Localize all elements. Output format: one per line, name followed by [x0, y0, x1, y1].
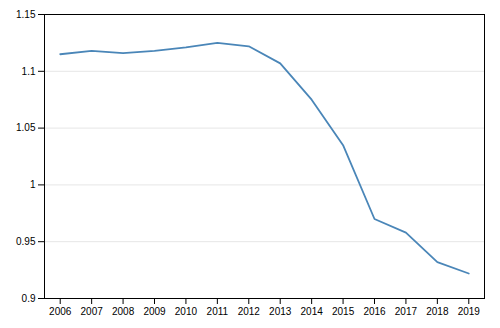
svg-text:0.9: 0.9 — [22, 293, 36, 304]
svg-text:1: 1 — [30, 179, 36, 190]
svg-text:2011: 2011 — [207, 306, 229, 317]
svg-text:2014: 2014 — [301, 306, 324, 317]
svg-text:2013: 2013 — [269, 306, 292, 317]
svg-text:1.15: 1.15 — [16, 9, 36, 20]
svg-text:2006: 2006 — [49, 306, 72, 317]
svg-text:2009: 2009 — [143, 306, 166, 317]
svg-text:2007: 2007 — [81, 306, 104, 317]
svg-text:2015: 2015 — [332, 306, 355, 317]
svg-text:2016: 2016 — [363, 306, 386, 317]
svg-text:0.95: 0.95 — [16, 236, 36, 247]
svg-text:2019: 2019 — [458, 306, 481, 317]
svg-text:2008: 2008 — [112, 306, 135, 317]
svg-text:1.05: 1.05 — [16, 122, 36, 133]
svg-text:1.1: 1.1 — [22, 66, 36, 77]
svg-text:2017: 2017 — [395, 306, 418, 317]
svg-text:2012: 2012 — [238, 306, 261, 317]
svg-text:2018: 2018 — [426, 306, 449, 317]
svg-text:2010: 2010 — [175, 306, 198, 317]
